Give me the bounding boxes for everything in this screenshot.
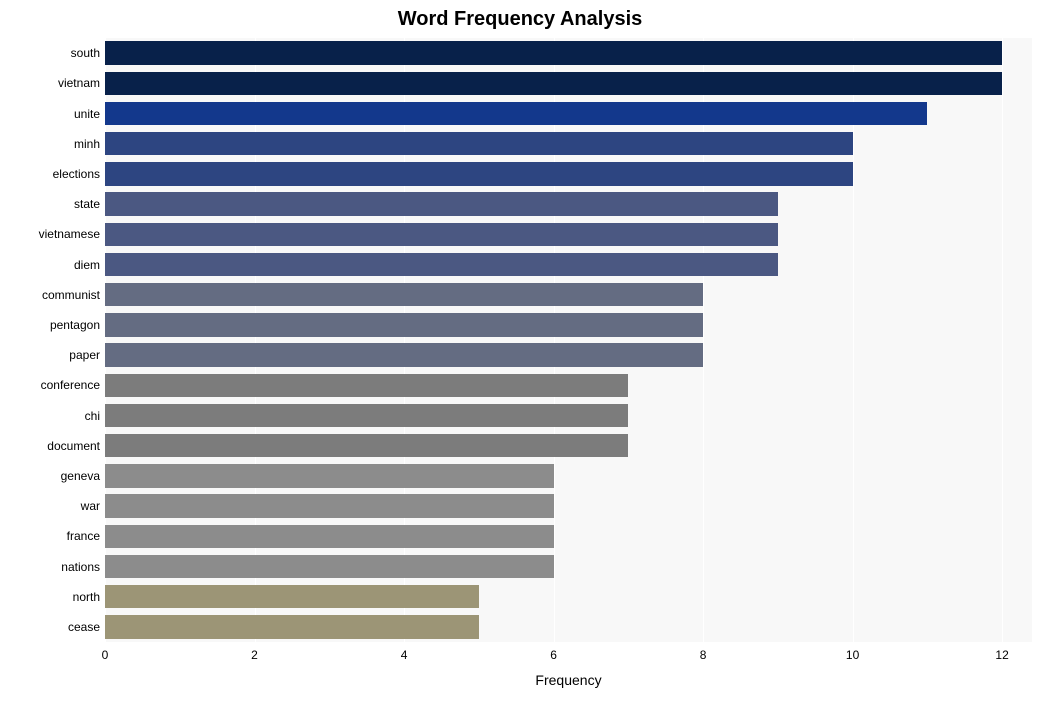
y-tick-label: chi <box>85 409 100 423</box>
x-tick-label: 2 <box>251 648 258 662</box>
chart-title: Word Frequency Analysis <box>0 8 1040 31</box>
y-tick-label: unite <box>74 107 100 121</box>
bar <box>105 343 703 367</box>
bar <box>105 615 479 639</box>
bar-row <box>105 283 1032 307</box>
gridline <box>105 38 106 642</box>
bar-row <box>105 585 1032 609</box>
y-tick-label: cease <box>68 620 100 634</box>
bar <box>105 585 479 609</box>
bar <box>105 253 778 277</box>
plot-area <box>105 38 1032 642</box>
y-tick-label: vietnam <box>58 76 100 90</box>
x-axis-label: Frequency <box>105 672 1032 688</box>
bar <box>105 374 628 398</box>
y-tick-label: france <box>67 529 100 543</box>
gridline <box>853 38 854 642</box>
bar-row <box>105 434 1032 458</box>
y-tick-label: paper <box>69 348 100 362</box>
bar <box>105 162 853 186</box>
bar-row <box>105 313 1032 337</box>
bar <box>105 404 628 428</box>
bar-row <box>105 72 1032 96</box>
y-tick-label: state <box>74 197 100 211</box>
y-tick-label: pentagon <box>50 318 100 332</box>
y-tick-label: minh <box>74 137 100 151</box>
bar-row <box>105 404 1032 428</box>
bar <box>105 525 554 549</box>
bar <box>105 494 554 518</box>
bar-row <box>105 223 1032 247</box>
bar <box>105 223 778 247</box>
bar <box>105 41 1002 65</box>
bar-row <box>105 464 1032 488</box>
chart-container: Word Frequency Analysis Frequency 0 2 4 6 8 1… <box>0 0 1040 701</box>
bar-row <box>105 102 1032 126</box>
bar-row <box>105 343 1032 367</box>
bar-row <box>105 162 1032 186</box>
y-tick-label: elections <box>53 167 100 181</box>
bar-row <box>105 374 1032 398</box>
gridline <box>1002 38 1003 642</box>
bar <box>105 313 703 337</box>
x-tick-label: 8 <box>700 648 707 662</box>
x-tick-label: 6 <box>550 648 557 662</box>
y-tick-label: war <box>81 499 100 513</box>
y-tick-label: south <box>71 46 100 60</box>
bar <box>105 132 853 156</box>
x-tick-label: 0 <box>102 648 109 662</box>
bar-row <box>105 132 1032 156</box>
y-tick-label: north <box>73 590 100 604</box>
bar-row <box>105 615 1032 639</box>
bar-row <box>105 525 1032 549</box>
bar <box>105 102 927 126</box>
bar <box>105 192 778 216</box>
y-tick-label: nations <box>61 560 100 574</box>
bar <box>105 555 554 579</box>
gridline <box>404 38 405 642</box>
bar-row <box>105 494 1032 518</box>
gridline <box>554 38 555 642</box>
y-tick-label: vietnamese <box>39 227 100 241</box>
bar-row <box>105 41 1032 65</box>
y-tick-label: document <box>47 439 100 453</box>
y-tick-label: communist <box>42 288 100 302</box>
gridline <box>703 38 704 642</box>
bar <box>105 72 1002 96</box>
bar-row <box>105 555 1032 579</box>
bar <box>105 464 554 488</box>
bar <box>105 283 703 307</box>
y-tick-label: diem <box>74 258 100 272</box>
bar-row <box>105 192 1032 216</box>
bar-row <box>105 253 1032 277</box>
x-tick-label: 12 <box>995 648 1008 662</box>
y-tick-label: geneva <box>61 469 100 483</box>
bar <box>105 434 628 458</box>
x-tick-label: 10 <box>846 648 859 662</box>
gridline <box>255 38 256 642</box>
y-tick-label: conference <box>41 378 100 392</box>
x-tick-label: 4 <box>401 648 408 662</box>
